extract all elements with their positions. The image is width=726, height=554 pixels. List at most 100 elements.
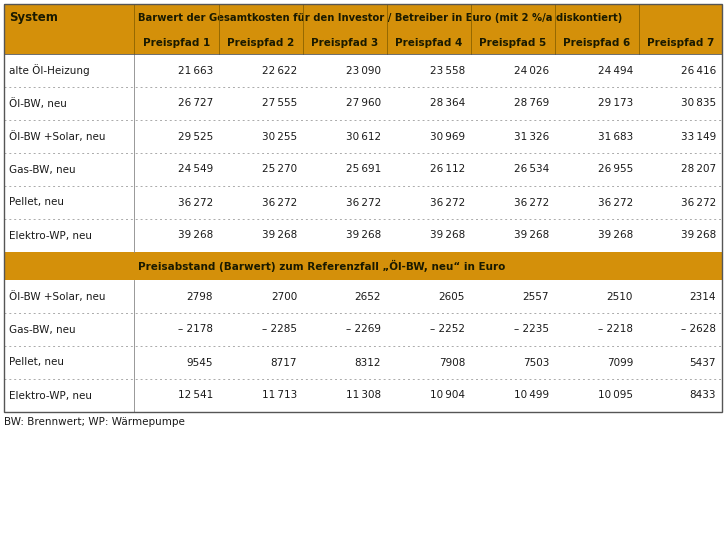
Text: 2700: 2700 xyxy=(271,291,297,301)
Bar xyxy=(4,280,722,313)
Bar xyxy=(4,313,722,346)
Text: Öl-BW, neu: Öl-BW, neu xyxy=(9,98,67,109)
Text: System: System xyxy=(9,12,58,24)
Text: 36 272: 36 272 xyxy=(262,197,297,208)
Text: 8433: 8433 xyxy=(690,391,716,401)
Text: 33 149: 33 149 xyxy=(681,131,716,141)
Text: 2510: 2510 xyxy=(607,291,633,301)
Bar xyxy=(4,186,722,219)
Text: 39 268: 39 268 xyxy=(178,230,213,240)
Text: 39 268: 39 268 xyxy=(597,230,633,240)
Text: Pellet, neu: Pellet, neu xyxy=(9,357,64,367)
Bar xyxy=(4,120,722,153)
Text: 27 960: 27 960 xyxy=(346,99,381,109)
Text: 36 272: 36 272 xyxy=(597,197,633,208)
Text: Elektro-WP, neu: Elektro-WP, neu xyxy=(9,391,92,401)
Text: 2652: 2652 xyxy=(354,291,381,301)
Text: 8717: 8717 xyxy=(271,357,297,367)
Bar xyxy=(4,346,722,379)
Text: 28 364: 28 364 xyxy=(430,99,465,109)
Text: 25 270: 25 270 xyxy=(262,165,297,175)
Text: 2798: 2798 xyxy=(187,291,213,301)
Bar xyxy=(4,153,722,186)
Text: Preispfad 2: Preispfad 2 xyxy=(227,38,295,48)
Text: 7908: 7908 xyxy=(439,357,465,367)
Text: 10 499: 10 499 xyxy=(514,391,549,401)
Text: Barwert der Gesamtkosten für den Investor / Betreiber in Euro (mit 2 %/a diskont: Barwert der Gesamtkosten für den Investo… xyxy=(138,13,622,23)
Text: 23 558: 23 558 xyxy=(430,65,465,75)
Text: – 2628: – 2628 xyxy=(681,325,716,335)
Text: 30 969: 30 969 xyxy=(430,131,465,141)
Text: Gas-BW, neu: Gas-BW, neu xyxy=(9,325,76,335)
Text: 8312: 8312 xyxy=(354,357,381,367)
Text: Preisabstand (Barwert) zum Referenzfall „Öl-BW, neu“ in Euro: Preisabstand (Barwert) zum Referenzfall … xyxy=(138,260,505,272)
Text: Gas-BW, neu: Gas-BW, neu xyxy=(9,165,76,175)
Text: Preispfad 7: Preispfad 7 xyxy=(647,38,714,48)
Text: 28 207: 28 207 xyxy=(681,165,716,175)
Text: 29 173: 29 173 xyxy=(597,99,633,109)
Text: 31 326: 31 326 xyxy=(514,131,549,141)
Text: Preispfad 5: Preispfad 5 xyxy=(479,38,547,48)
Text: 27 555: 27 555 xyxy=(262,99,297,109)
Text: – 2285: – 2285 xyxy=(262,325,297,335)
Bar xyxy=(4,32,722,54)
Text: 21 663: 21 663 xyxy=(178,65,213,75)
Text: 5437: 5437 xyxy=(690,357,716,367)
Text: 26 955: 26 955 xyxy=(597,165,633,175)
Text: Preispfad 4: Preispfad 4 xyxy=(396,38,462,48)
Text: 28 769: 28 769 xyxy=(514,99,549,109)
Text: 31 683: 31 683 xyxy=(597,131,633,141)
Text: 22 622: 22 622 xyxy=(262,65,297,75)
Text: 11 308: 11 308 xyxy=(346,391,381,401)
Text: 39 268: 39 268 xyxy=(262,230,297,240)
Text: Öl-BW +Solar, neu: Öl-BW +Solar, neu xyxy=(9,131,105,142)
Text: 26 112: 26 112 xyxy=(430,165,465,175)
Bar xyxy=(4,4,722,412)
Bar xyxy=(4,4,722,412)
Text: 11 713: 11 713 xyxy=(262,391,297,401)
Text: – 2269: – 2269 xyxy=(346,325,381,335)
Text: 10 095: 10 095 xyxy=(598,391,633,401)
Text: Preispfad 3: Preispfad 3 xyxy=(311,38,379,48)
Bar xyxy=(4,252,722,280)
Text: 39 268: 39 268 xyxy=(514,230,549,240)
Text: 39 268: 39 268 xyxy=(430,230,465,240)
Text: 24 549: 24 549 xyxy=(178,165,213,175)
Text: 10 904: 10 904 xyxy=(430,391,465,401)
Text: – 2218: – 2218 xyxy=(598,325,633,335)
Text: 2557: 2557 xyxy=(523,291,549,301)
Text: 7503: 7503 xyxy=(523,357,549,367)
Text: 24 026: 24 026 xyxy=(514,65,549,75)
Text: – 2178: – 2178 xyxy=(178,325,213,335)
Text: 36 272: 36 272 xyxy=(178,197,213,208)
Bar xyxy=(4,219,722,252)
Text: 39 268: 39 268 xyxy=(681,230,716,240)
Text: Elektro-WP, neu: Elektro-WP, neu xyxy=(9,230,92,240)
Text: 24 494: 24 494 xyxy=(597,65,633,75)
Text: 2314: 2314 xyxy=(690,291,716,301)
Text: 26 416: 26 416 xyxy=(681,65,716,75)
Text: – 2235: – 2235 xyxy=(514,325,549,335)
Text: Preispfad 6: Preispfad 6 xyxy=(563,38,631,48)
Text: 2605: 2605 xyxy=(439,291,465,301)
Bar xyxy=(4,87,722,120)
Bar xyxy=(4,54,722,87)
Bar xyxy=(4,4,722,32)
Text: Preispfad 1: Preispfad 1 xyxy=(143,38,210,48)
Text: 12 541: 12 541 xyxy=(178,391,213,401)
Text: Pellet, neu: Pellet, neu xyxy=(9,197,64,208)
Text: 36 272: 36 272 xyxy=(514,197,549,208)
Text: 7099: 7099 xyxy=(607,357,633,367)
Text: 36 272: 36 272 xyxy=(430,197,465,208)
Text: BW: Brennwert; WP: Wärmepumpe: BW: Brennwert; WP: Wärmepumpe xyxy=(4,417,185,427)
Text: 30 835: 30 835 xyxy=(681,99,716,109)
Text: 26 534: 26 534 xyxy=(514,165,549,175)
Text: alte Öl-Heizung: alte Öl-Heizung xyxy=(9,65,89,76)
Text: 39 268: 39 268 xyxy=(346,230,381,240)
Text: Öl-BW +Solar, neu: Öl-BW +Solar, neu xyxy=(9,291,105,302)
Text: 9545: 9545 xyxy=(187,357,213,367)
Text: 30 255: 30 255 xyxy=(262,131,297,141)
Text: 23 090: 23 090 xyxy=(346,65,381,75)
Text: – 2252: – 2252 xyxy=(430,325,465,335)
Text: 25 691: 25 691 xyxy=(346,165,381,175)
